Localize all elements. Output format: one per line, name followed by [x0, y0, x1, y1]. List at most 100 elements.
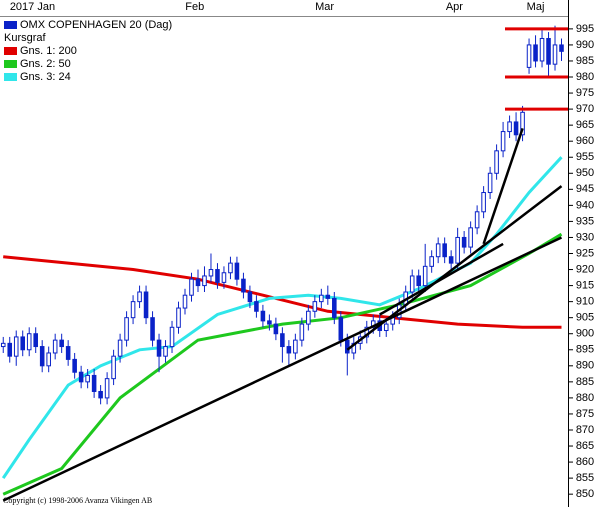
candle-body: [293, 339, 298, 354]
candle-body: [228, 262, 233, 274]
legend-swatch: [4, 73, 17, 81]
y-tick-label: 910: [576, 296, 594, 308]
y-tick-label: 955: [576, 151, 594, 163]
candle-body: [260, 310, 266, 322]
y-tick-label: 885: [576, 376, 594, 388]
candle-body: [435, 243, 441, 258]
y-tick-label: 930: [576, 231, 594, 243]
candle-body: [338, 317, 344, 341]
candle-body: [150, 317, 155, 341]
moving-average: [3, 255, 562, 329]
candle-body: [513, 121, 519, 136]
y-tick-label: 920: [576, 263, 594, 275]
candle-body: [500, 131, 506, 152]
x-tick-label: Maj: [527, 1, 545, 13]
candle-body: [455, 236, 460, 264]
candle-body: [0, 342, 6, 348]
candle-body: [130, 301, 136, 319]
y-tick-label: 890: [576, 360, 594, 372]
candle-body: [526, 44, 532, 68]
candle-body: [156, 339, 162, 357]
candle-body: [267, 320, 272, 325]
candle-body: [124, 317, 129, 341]
candle-body: [221, 272, 227, 283]
legend-label: Gns. 1: 200: [20, 45, 77, 57]
candle-body: [539, 38, 545, 62]
candle-body: [20, 336, 26, 351]
y-tick-label: 980: [576, 71, 594, 83]
candle-body: [299, 323, 305, 341]
trend-line: [2, 236, 563, 502]
candle-body: [143, 291, 149, 319]
legend-label: Kursgraf: [4, 32, 47, 44]
candle-body: [461, 236, 467, 248]
candle-body: [215, 269, 220, 283]
y-tick-label: 860: [576, 456, 594, 468]
candle-body: [312, 301, 318, 312]
candle-body: [104, 378, 110, 399]
candle-body: [306, 310, 311, 325]
copyright: Copyright (c) 1998-2006 Avanza Vikingen …: [3, 496, 152, 505]
candle-body: [26, 333, 32, 351]
candle-body: [429, 256, 434, 267]
candle-body: [241, 278, 246, 293]
candle-body: [520, 111, 525, 136]
candle-body: [442, 243, 447, 258]
candle-body: [332, 297, 337, 319]
y-tick-label: 960: [576, 135, 594, 147]
candle-body: [254, 301, 259, 312]
candle-body: [117, 339, 123, 357]
y-tick-label: 975: [576, 87, 594, 99]
candle-body: [559, 44, 564, 52]
candle-body: [176, 307, 181, 328]
candle-body: [195, 278, 201, 287]
candle-body: [319, 294, 324, 303]
candle-body: [325, 294, 331, 299]
y-tick-label: 995: [576, 23, 594, 35]
y-tick-label: 950: [576, 167, 594, 179]
y-tick-label: 905: [576, 312, 594, 324]
candle-body: [345, 339, 350, 354]
y-tick-label: 855: [576, 472, 594, 484]
candle-body: [163, 346, 168, 357]
candle-body: [546, 38, 551, 65]
y-tick-label: 850: [576, 488, 594, 500]
candle-body: [137, 291, 142, 303]
y-tick-label: 915: [576, 279, 594, 291]
candle-body: [182, 294, 188, 309]
chart-title: OMX COPENHAGEN 20 (Dag): [20, 19, 172, 31]
candle-body: [39, 346, 45, 367]
candle-body: [46, 352, 51, 367]
y-tick-label: 935: [576, 215, 594, 227]
legend-swatch: [4, 60, 17, 68]
x-tick-label: Feb: [185, 1, 204, 13]
candle-body: [481, 192, 486, 213]
y-tick-label: 875: [576, 408, 594, 420]
y-tick-label: 985: [576, 55, 594, 67]
candle-body: [169, 326, 175, 348]
candle-body: [91, 374, 97, 392]
candle-body: [286, 346, 292, 354]
candle-body: [85, 374, 90, 383]
x-tick-label: Apr: [446, 1, 463, 13]
trend-line: [346, 185, 563, 351]
trend-line: [482, 128, 524, 245]
candle-body: [52, 339, 58, 354]
candle-body: [111, 355, 116, 380]
y-tick-label: 945: [576, 183, 594, 195]
y-tick-label: 880: [576, 392, 594, 404]
candle-body: [422, 265, 428, 287]
candle-body: [280, 333, 285, 348]
candle-body: [507, 121, 512, 133]
trend-line: [379, 242, 504, 316]
candle-body: [189, 278, 194, 296]
candle-body: [234, 262, 240, 280]
candle-body: [7, 342, 13, 357]
candle-body: [98, 390, 103, 399]
y-tick-label: 965: [576, 119, 594, 131]
candle-body: [383, 323, 389, 332]
y-tick-label: 900: [576, 328, 594, 340]
candle-body: [416, 275, 421, 287]
y-tick-label: 940: [576, 199, 594, 211]
